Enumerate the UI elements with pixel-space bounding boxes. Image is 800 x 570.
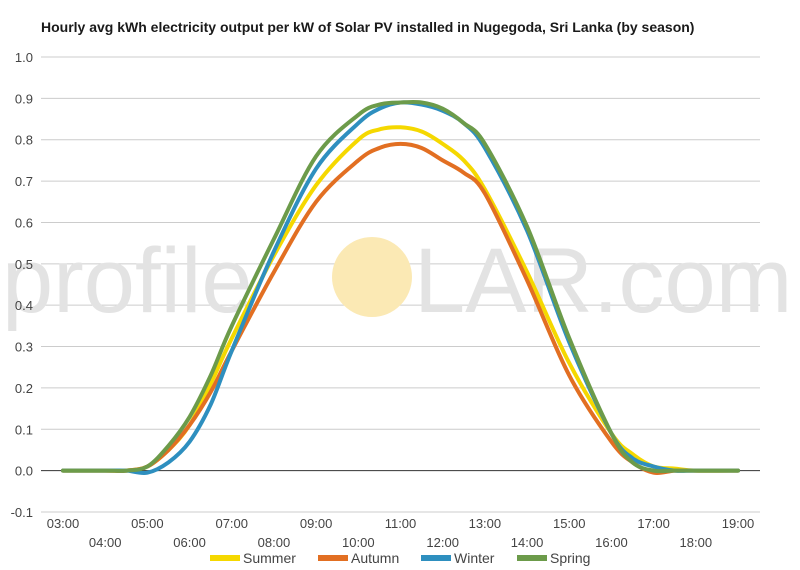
x-tick-label: 04:00 — [89, 535, 122, 550]
legend-swatch — [517, 555, 547, 561]
legend-item-spring[interactable]: Spring — [517, 550, 590, 566]
y-tick-label: 0.8 — [15, 133, 33, 148]
grid-lines — [41, 56, 760, 513]
y-tick-label: 1.0 — [15, 50, 33, 65]
x-tick-label: 15:00 — [553, 516, 586, 531]
x-tick-label: 06:00 — [173, 535, 206, 550]
legend-swatch — [318, 555, 348, 561]
x-tick-label: 14:00 — [511, 535, 544, 550]
x-tick-label: 05:00 — [131, 516, 164, 531]
x-tick-label: 19:00 — [722, 516, 755, 531]
legend-label: Winter — [454, 550, 495, 566]
axis-labels: -0.1 0.0 0.1 0.2 0.3 0.4 0.5 0.6 0.7 0.8 0.9 1.0 03:… — [11, 50, 755, 550]
watermark: profile LAR.com — [2, 230, 792, 332]
x-tick-label: 07:00 — [215, 516, 248, 531]
x-tick-label: 11:00 — [385, 516, 417, 531]
y-tick-label: 0.7 — [15, 174, 33, 189]
x-tick-label: 18:00 — [680, 535, 713, 550]
legend[interactable]: Summer Autumn Winter Spring — [210, 550, 590, 566]
chart-title: Hourly avg kWh electricity output per kW… — [41, 19, 695, 35]
series-lines — [61, 99, 740, 476]
x-tick-label: 08:00 — [258, 535, 291, 550]
legend-label: Summer — [243, 550, 296, 566]
legend-item-winter[interactable]: Winter — [421, 550, 495, 566]
legend-label: Autumn — [351, 550, 399, 566]
legend-label: Spring — [550, 550, 590, 566]
legend-swatch — [210, 555, 240, 561]
y-tick-label: -0.1 — [11, 505, 33, 520]
y-tick-label: 0.9 — [15, 91, 33, 106]
watermark-text-left: profile — [2, 230, 253, 332]
series-line-spring — [61, 99, 740, 474]
y-tick-label: 0.1 — [15, 422, 33, 437]
x-tick-label: 09:00 — [300, 516, 333, 531]
x-tick-label: 16:00 — [595, 535, 628, 550]
legend-item-autumn[interactable]: Autumn — [318, 550, 399, 566]
watermark-sun-icon — [332, 237, 412, 317]
y-tick-label: 0.0 — [15, 464, 33, 479]
y-tick-label: 0.3 — [15, 340, 33, 355]
legend-item-summer[interactable]: Summer — [210, 550, 296, 566]
y-tick-label: 0.4 — [15, 298, 33, 313]
y-tick-label: 0.5 — [15, 257, 33, 272]
x-tick-label: 17:00 — [637, 516, 670, 531]
legend-swatch — [421, 555, 451, 561]
x-tick-label: 03:00 — [47, 516, 80, 531]
x-tick-label: 13:00 — [469, 516, 502, 531]
y-tick-label: 0.2 — [15, 381, 33, 396]
watermark-text-right: LAR.com — [414, 230, 792, 332]
y-tick-label: 0.6 — [15, 215, 33, 230]
x-tick-label: 10:00 — [342, 535, 375, 550]
x-tick-label: 12:00 — [426, 535, 459, 550]
